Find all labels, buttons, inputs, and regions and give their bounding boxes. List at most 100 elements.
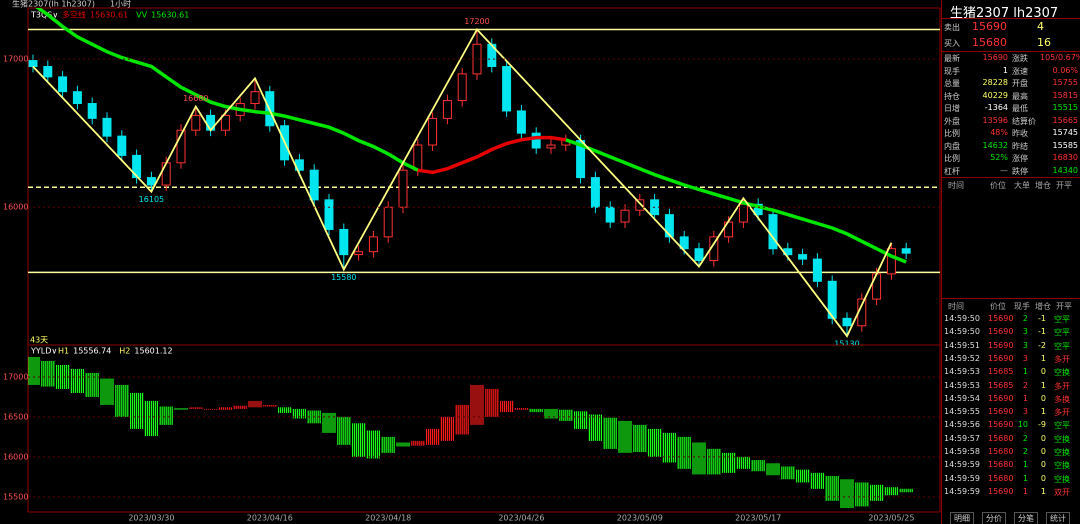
pivot-label: 15130 (834, 340, 859, 349)
stat-value: 16830 (1052, 153, 1078, 162)
zigzag-line (32, 27, 893, 338)
tick-volume: 2 (1022, 433, 1028, 443)
pivot-label: 16105 (139, 195, 164, 204)
tab[interactable]: 分价 (982, 512, 1006, 524)
tick-oi-change: -1 (1038, 314, 1046, 323)
candle-body (354, 251, 364, 256)
candle-body (176, 129, 186, 164)
x-tick-label: 2023/05/25 (868, 514, 914, 523)
candle-body (886, 248, 896, 275)
x-tick-label: 2023/05/09 (617, 514, 663, 523)
stat-value: 14632 (982, 140, 1008, 150)
candle-body (383, 206, 393, 238)
stat-label: 涨速 (1012, 66, 1028, 76)
tick-type: 多开 (1054, 354, 1070, 364)
candle-body (161, 162, 171, 186)
x-tick-label: 2023/04/16 (247, 514, 293, 523)
legend-name: H2 (119, 347, 130, 356)
tick-oi-change: 1 (1040, 407, 1046, 417)
tick-volume: 1 (1022, 367, 1028, 377)
stat-value: 40229 (982, 90, 1008, 100)
rule (942, 51, 1080, 52)
tick-time: 14:59:59 (944, 473, 980, 483)
tick-time: 14:59:54 (944, 393, 980, 403)
stat-value: 14340 (1052, 165, 1078, 175)
stat-value: 15585 (1052, 140, 1078, 150)
stat-value: — (1000, 165, 1008, 175)
indicator-name: YYLD∨ (30, 347, 57, 356)
indicator-name: T3QS∨ (30, 11, 58, 20)
y-tick-label: 15500 (3, 492, 28, 501)
stat-value: 52% (990, 153, 1008, 162)
tick-type: 空平 (1054, 328, 1070, 338)
tick-price: 15690 (988, 353, 1014, 363)
bidask-label: 买入 (944, 39, 960, 48)
moving-average (35, 8, 907, 264)
stat-value: 15515 (1052, 103, 1078, 112)
candle-body (605, 206, 615, 223)
x-tick-label: 2023/03/30 (128, 514, 174, 523)
stat-label: 杠杆 (944, 166, 960, 176)
tick-time: 14:59:52 (944, 353, 980, 363)
quote-panel: 生猪2307 lh2307 卖出 15690 4 买入 15680 16 最新 15690 涨跌 1… (941, 0, 1080, 524)
candle-body (28, 60, 38, 68)
stat-label: 总量 (944, 79, 960, 88)
tick-volume: 10 (1017, 420, 1028, 430)
tick-volume: 2 (1022, 314, 1028, 323)
tick-type: 空换 (1054, 461, 1070, 471)
bidask-label: 卖出 (944, 23, 960, 32)
rule (942, 298, 1080, 299)
candle-body (191, 114, 201, 131)
column-header: 时间 (948, 181, 964, 190)
tick-oi-change: 1 (1040, 353, 1046, 363)
candle-body (324, 199, 334, 230)
stat-label: 开盘 (1012, 79, 1028, 88)
y-tick-label: 17000 (3, 372, 28, 381)
legend-value: 15630.61 (90, 11, 128, 20)
candle-body (516, 110, 526, 134)
pivot-label: 17200 (464, 17, 489, 26)
stat-label: 涨停 (1012, 154, 1028, 163)
stat-label: 跌停 (1012, 166, 1028, 176)
tick-oi-change: 0 (1040, 367, 1046, 377)
stat-label: 结算价 (1012, 116, 1036, 126)
tick-volume: 3 (1022, 407, 1028, 417)
column-header: 价位 (990, 302, 1006, 311)
candle-body (753, 203, 763, 216)
x-tick-label: 2023/04/18 (365, 514, 411, 523)
column-header: 大单 (1014, 181, 1030, 190)
tick-price: 15685 (988, 367, 1014, 377)
tick-price: 15690 (988, 314, 1014, 323)
candle-body (309, 169, 319, 201)
tick-oi-change: -9 (1038, 420, 1046, 430)
tab[interactable]: 分笔 (1014, 512, 1038, 524)
tick-time: 14:59:56 (944, 420, 980, 430)
tab[interactable]: 统计 (1046, 512, 1070, 524)
stat-value: 15815 (1052, 90, 1078, 100)
candle-body (679, 236, 689, 250)
stat-value: 28228 (982, 78, 1008, 87)
tick-time: 14:59:51 (944, 340, 980, 350)
tick-type: 空换 (1054, 474, 1070, 484)
candle-body (58, 76, 68, 93)
column-header: 时间 (948, 302, 964, 311)
tick-time: 14:59:50 (944, 314, 980, 323)
bidask-volume: 4 (1037, 20, 1044, 33)
tick-price: 15690 (988, 420, 1014, 430)
legend-value: 15630.61 (151, 11, 189, 20)
column-header: 增仓 (1035, 181, 1051, 190)
candle-body (798, 254, 808, 260)
plot-frame (27, 7, 941, 513)
candle-body (635, 199, 645, 211)
tick-volume: 3 (1022, 327, 1028, 337)
tick-volume: 1 (1022, 393, 1028, 403)
candle-body (72, 91, 82, 105)
tick-oi-change: 0 (1040, 473, 1046, 483)
chart: 生猪2307(lh 1h2307) 1小时 T3QS∨ 43天 YYLD∨ 16… (3, 0, 941, 523)
tick-time: 14:59:53 (944, 367, 980, 377)
tick-time: 14:59:57 (944, 433, 980, 443)
tick-time: 14:59:55 (944, 407, 980, 417)
tab[interactable]: 明细 (950, 512, 974, 524)
tick-oi-change: 0 (1040, 433, 1046, 443)
